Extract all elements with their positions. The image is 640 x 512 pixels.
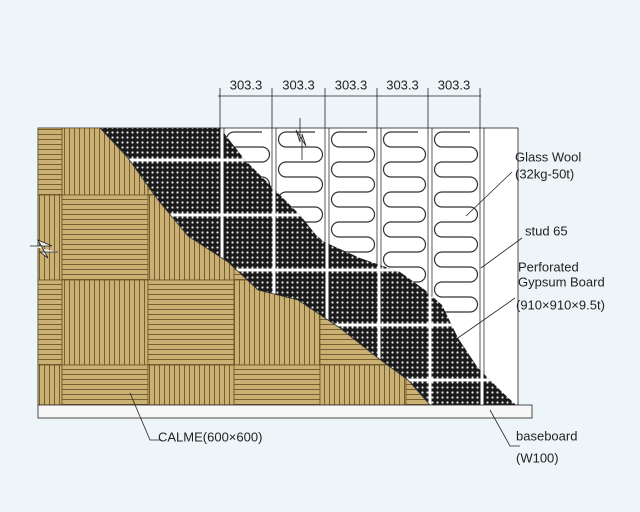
label: Glass Wool [515,149,581,164]
label: (W100) [516,450,559,465]
dimension-label: 303.3 [230,77,263,92]
calme-tile [148,365,234,405]
calme-tile [38,195,62,280]
label: stud 65 [525,223,568,238]
label: baseboard [516,428,577,443]
calme-tile [62,195,148,280]
calme-tile [148,280,234,365]
calme-tile [38,365,62,405]
dimension-line [218,88,481,128]
calme-tile [38,280,62,365]
label: (32kg-50t) [515,166,574,181]
label: Gypsum Board [518,274,605,289]
dimension-label: 303.3 [438,77,471,92]
dimension-label: 303.3 [386,77,419,92]
calme-tile [234,365,320,405]
diagram: Glass Wool (32kg-50t) stud 65 Perforated… [0,0,640,512]
label: Perforated [518,259,579,274]
dimension-label: 303.3 [282,77,315,92]
calme-tile [38,128,62,195]
baseboard-strip [38,405,532,418]
calme-tile [320,365,406,405]
dimension-label: 303.3 [335,77,368,92]
calme-tile [62,365,148,405]
calme-tile [62,280,148,365]
label: (910×910×9.5t) [516,297,605,312]
label: CALME(600×600) [158,429,262,444]
